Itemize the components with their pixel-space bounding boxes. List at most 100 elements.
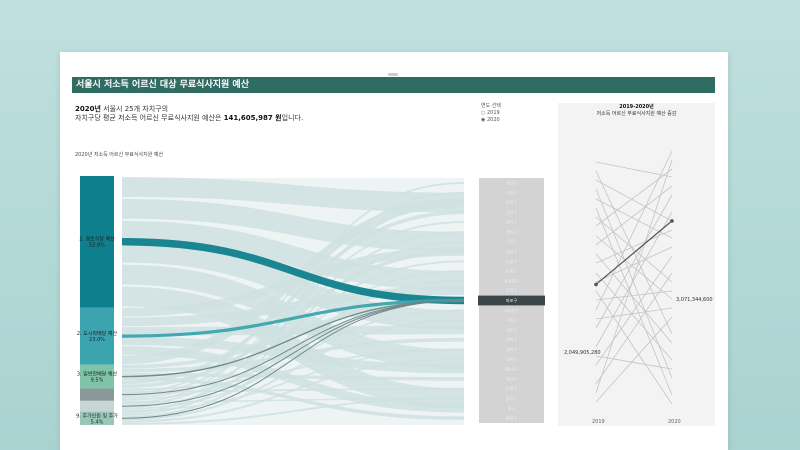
slope-line-16 [595,253,673,344]
summary-line1: 서울시 25개 자치구의 [100,105,169,113]
flow-31 [121,240,465,416]
x-tick-2019: 2019 [592,419,605,425]
district-label-6: 구로구 [506,239,517,244]
flow-13 [121,337,465,373]
district-label-15: 성동구 [506,326,517,332]
highlight-flow-3 [121,300,465,396]
slope-line-0 [595,161,673,178]
district-label-7: 금천구 [506,248,517,254]
slope-line-22 [595,168,673,227]
highlight-flow-5 [121,300,465,419]
district-label-19: 영등포구 [504,366,519,372]
district-label-0: 강남구 [506,179,517,185]
change-panel-title: 2019-2020년 저소득 어르신 무료식사지원 예산 증감 [596,104,677,117]
highlight-label-2020: 3,071,344,600 [676,297,713,303]
category-label-1: 2. 도시락배달 예산 [77,330,118,337]
district-label-22: 종로구 [506,396,517,401]
category-label-5: 9. 추가인원 및 추가 [76,412,118,419]
district-label-17: 송파구 [506,346,517,352]
district-label-16: 성북구 [506,336,517,342]
category-bar-4 [80,400,114,412]
drag-handle[interactable] [388,73,398,76]
flow-29 [121,348,465,412]
page-title: 서울시 저소득 어르신 대상 무료식사지원 예산 [72,77,715,93]
slope-line-11 [595,307,673,320]
highlight-label-2019: 2,049,905,280 [564,350,601,356]
flow-0 [121,177,465,213]
flow-20 [121,181,465,395]
flow-25 [121,191,465,405]
flow-33 [121,319,465,421]
district-label-24: 중랑구 [506,415,517,421]
district-label-12: 마포구 [506,297,517,303]
flow-11 [121,198,465,365]
slope-line-19 [595,255,673,366]
district-label-20: 용산구 [506,375,517,381]
district-label-3: 강서구 [506,209,517,215]
slope-line-4 [595,150,673,311]
slope-point-2019 [594,282,598,287]
slope-line-14 [595,179,673,222]
slope-line-17 [595,290,673,405]
year-option-2019[interactable]: ○ 2019 [481,110,500,116]
category-percent-5: 5.4% [91,419,104,425]
year-selector: 연도 선택 ○ 2019 ◉ 2020 [481,103,501,124]
district-label-9: 도봉구 [506,268,517,274]
category-label-0: 2. 경로식당 예산 [79,236,115,243]
slope-line-13 [595,159,673,394]
district-label-2: 강북구 [506,199,517,205]
district-label-8: 노원구 [506,258,517,264]
category-bar-3 [80,388,114,401]
slope-line-5 [595,211,673,348]
summary-text: 2020년 서울시 25개 자치구의 자치구당 평균 저소득 어르신 무료식사지… [75,105,303,123]
district-label-18: 양천구 [506,356,517,362]
slope-line-2 [595,235,673,300]
category-bar-5 [80,411,114,425]
district-label-23: 중구 [508,406,516,411]
slope-highlight-line [595,220,673,285]
flow-32 [121,279,465,419]
flow-30 [121,201,465,414]
slope-point-2020 [670,219,674,223]
district-label-14: 서초구 [506,317,517,323]
district-label-4: 관악구 [506,219,517,225]
change-panel [558,103,715,426]
district-label-10: 동대문구 [504,277,519,283]
x-tick-2020: 2020 [668,419,681,425]
category-percent-0: 52.8% [89,243,105,249]
highlight-flow-2 [121,299,465,378]
district-highlight [478,295,545,306]
category-bar-0 [80,176,114,308]
summary-amount: 141,605,987 원 [223,114,282,122]
slope-line-8 [595,207,673,396]
district-label-1: 강동구 [506,189,517,195]
year-option-2020[interactable]: ◉ 2020 [481,117,500,123]
district-label-21: 은평구 [506,385,517,391]
district-label-13: 서대문구 [504,307,519,313]
slope-line-10 [595,246,673,283]
summary-year: 2020년 [75,105,101,113]
year-selector-label: 연도 선택 [481,103,501,109]
highlight-flow-0 [121,238,465,305]
district-label-5: 광진구 [506,228,517,234]
slope-line-20 [595,316,673,403]
chart-subtitle: 2020년 저소득 어르신 무료식사지원 예산 [75,152,164,158]
slope-line-12 [595,355,673,370]
highlight-flow-4 [121,300,465,407]
category-percent-1: 23.0% [89,337,105,343]
summary-line2-post: 입니다. [281,114,304,122]
category-bar-1 [80,307,114,365]
slope-line-15 [595,216,673,283]
category-percent-2: 9.5% [91,378,104,384]
highlight-flow-1 [121,298,465,338]
slope-line-24 [595,290,673,301]
flow-35 [121,397,465,425]
category-label-2: 3. 밑반찬배달 예산 [77,371,118,378]
district-label-11: 동작구 [506,287,517,293]
flow-34 [121,358,465,423]
summary-line2-pre: 자치구당 평균 저소득 어르신 무료식사지원 예산은 [75,114,224,122]
slope-line-6 [595,272,673,385]
slope-line-9 [595,185,673,246]
category-bar-2 [80,364,114,389]
